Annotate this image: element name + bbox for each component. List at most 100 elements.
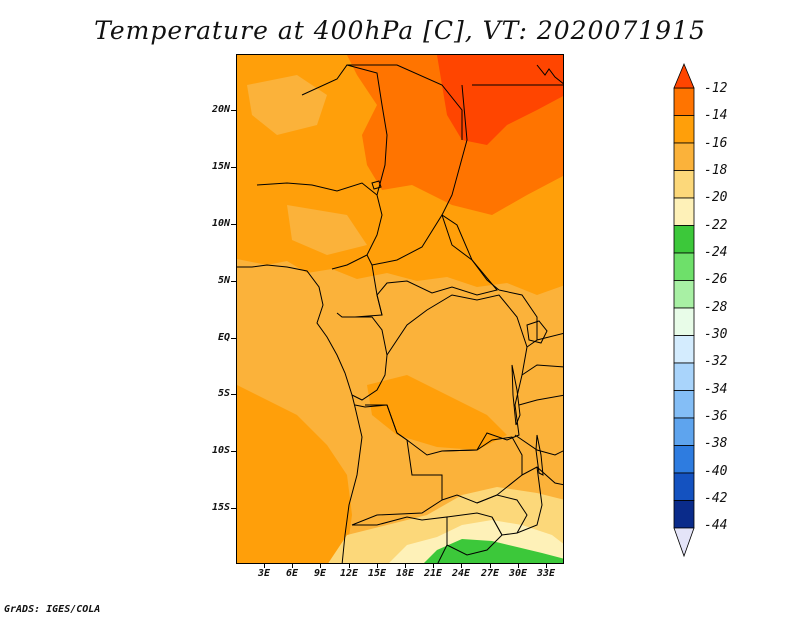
lon-label-33e: 33E	[536, 568, 556, 579]
colorbar-segment	[673, 445, 695, 474]
grads-credit: GrADS: IGES/COLA	[4, 604, 101, 615]
colorbar-segment	[673, 252, 695, 281]
lat-tick	[231, 110, 236, 111]
colorbar-segment	[673, 472, 695, 501]
colorbar-segment	[673, 170, 695, 199]
lat-tick	[231, 167, 236, 168]
field-level-m18-patch-b	[287, 205, 367, 255]
colorbar-segment	[673, 500, 695, 529]
border-niger-chad	[301, 64, 388, 196]
border-zimbabwe	[476, 494, 528, 536]
lon-label-9e: 9E	[313, 568, 327, 579]
lat-tick	[231, 394, 236, 395]
lon-tick	[405, 563, 406, 568]
lat-label-15n: 15N	[211, 161, 230, 172]
colorbar-label: -12	[704, 81, 728, 96]
border-mozambique	[516, 466, 563, 534]
border-libya-chad	[347, 64, 463, 140]
colorbar-segment	[673, 197, 695, 226]
border-east-africa	[498, 289, 563, 376]
border-zambia	[441, 436, 523, 504]
map-title: Temperature at 400hPa [C], VT: 202007191…	[94, 16, 706, 45]
colorbar-label: -16	[704, 136, 728, 151]
border-congo	[342, 316, 388, 401]
lon-tick	[349, 563, 350, 568]
lon-tick	[546, 563, 547, 568]
lon-label-27e: 27E	[480, 568, 500, 579]
field-level-m18-patch-a	[247, 75, 327, 135]
colorbar-segment	[673, 280, 695, 309]
colorbar-label: -28	[704, 300, 728, 315]
colorbar-upper-arrow	[673, 62, 695, 89]
lon-label-6e: 6E	[285, 568, 299, 579]
colorbar-label: -38	[704, 436, 728, 451]
lat-tick	[231, 224, 236, 225]
temperature-field	[237, 55, 563, 563]
colorbar-label: -44	[704, 518, 728, 533]
colorbar-segment	[673, 307, 695, 336]
colorbar-segment	[673, 87, 695, 116]
colorbar-label: -34	[704, 382, 728, 397]
border-drc	[365, 294, 528, 456]
colorbar-segment	[673, 115, 695, 144]
colorbar-segment	[673, 362, 695, 391]
colorbar-segment	[673, 225, 695, 254]
colorbar-label: -40	[704, 464, 728, 479]
lon-tick	[320, 563, 321, 568]
lat-tick	[231, 338, 236, 339]
lon-tick	[461, 563, 462, 568]
lat-tick	[231, 281, 236, 282]
lon-tick	[292, 563, 293, 568]
colorbar-label: -30	[704, 327, 728, 342]
colorbar-label: -18	[704, 163, 728, 178]
colorbar-label: -22	[704, 218, 728, 233]
colorbar-label: -26	[704, 272, 728, 287]
colorbar-segment	[673, 335, 695, 364]
colorbar-segment	[673, 390, 695, 419]
border-car	[371, 214, 498, 316]
colorbar-segments	[673, 87, 695, 529]
lat-label-5s: 5S	[217, 388, 230, 399]
colorbar-lower-arrow	[673, 527, 695, 558]
colorbar	[673, 62, 695, 558]
political-borders	[237, 64, 563, 563]
colorbar-label: -42	[704, 491, 728, 506]
lon-label-3e: 3E	[257, 568, 271, 579]
lon-label-12e: 12E	[339, 568, 359, 579]
colorbar-label: -20	[704, 190, 728, 205]
lon-tick	[377, 563, 378, 568]
field-level-m16-west	[237, 385, 352, 563]
lat-tick	[231, 451, 236, 452]
lon-label-24e: 24E	[451, 568, 471, 579]
lat-tick	[231, 508, 236, 509]
field-level-m12	[437, 55, 563, 145]
lon-label-18e: 18E	[395, 568, 415, 579]
colorbar-label: -14	[704, 108, 728, 123]
coastline-west-africa	[237, 264, 363, 563]
red-sea-coast	[536, 64, 563, 85]
border-tanzania	[514, 394, 563, 456]
border-angola	[351, 404, 443, 526]
lon-tick	[518, 563, 519, 568]
lake-malawi	[535, 434, 544, 476]
colorbar-segment	[673, 142, 695, 171]
lat-label-10s: 10S	[211, 445, 230, 456]
lon-label-21e: 21E	[423, 568, 443, 579]
lake-tanganyika	[511, 364, 521, 426]
colorbar-label: -24	[704, 245, 728, 260]
lon-label-30e: 30E	[508, 568, 528, 579]
lake-victoria	[526, 320, 548, 344]
lon-tick	[433, 563, 434, 568]
colorbar-segment	[673, 417, 695, 446]
lat-label-10n: 10N	[211, 218, 230, 229]
lat-label-20n: 20N	[211, 104, 230, 115]
colorbar-label: -32	[704, 354, 728, 369]
colorbar-label: -36	[704, 409, 728, 424]
lat-label-5n: 5N	[217, 275, 230, 286]
lon-tick	[264, 563, 265, 568]
lat-label-15s: 15S	[211, 502, 230, 513]
border-sudan-west	[441, 84, 500, 291]
lon-tick	[490, 563, 491, 568]
lat-label-eq: EQ	[217, 332, 230, 343]
lon-label-15e: 15E	[367, 568, 387, 579]
